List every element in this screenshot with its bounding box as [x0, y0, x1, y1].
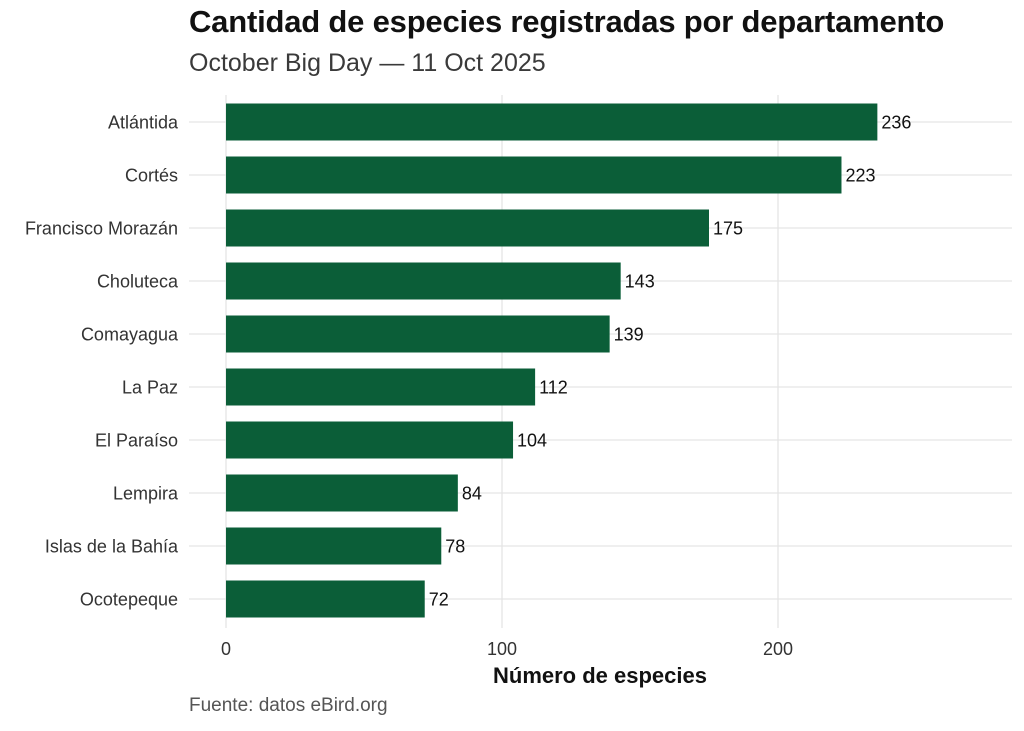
data-label: 78 — [445, 537, 465, 557]
bar — [226, 209, 709, 247]
category-label: La Paz — [122, 378, 178, 398]
chart-caption: Fuente: datos eBird.org — [189, 695, 388, 716]
category-label: Cortés — [125, 166, 178, 186]
bars — [226, 103, 878, 618]
category-label: Choluteca — [97, 272, 179, 292]
data-label: 112 — [539, 378, 568, 398]
x-tick-label: 200 — [763, 639, 793, 659]
chart-subtitle: October Big Day — 11 Oct 2025 — [189, 49, 546, 77]
horizontal-gridlines — [189, 121, 1012, 600]
bar — [226, 368, 536, 406]
value-labels: 236 223 175 143 139 112 104 84 78 72 — [429, 113, 912, 610]
bar — [226, 315, 610, 353]
x-tick-label: 0 — [221, 639, 231, 659]
data-label: 139 — [614, 325, 644, 345]
category-label: Lempira — [113, 484, 179, 504]
category-label: Ocotepeque — [80, 590, 178, 610]
bar — [226, 421, 514, 459]
bar — [226, 474, 458, 512]
data-label: 143 — [625, 272, 655, 292]
bar — [226, 156, 842, 194]
bar — [226, 103, 878, 141]
data-label: 72 — [429, 590, 449, 610]
category-label: Islas de la Bahía — [45, 537, 179, 557]
category-label: Atlántida — [108, 113, 179, 133]
data-label: 175 — [713, 219, 743, 239]
x-tick-labels: 0 100 200 — [221, 639, 793, 659]
x-tick-label: 100 — [487, 639, 517, 659]
bar — [226, 527, 442, 565]
bar — [226, 262, 621, 300]
data-label: 223 — [845, 166, 875, 186]
category-label: Francisco Morazán — [25, 219, 178, 239]
x-axis-title: Número de especies — [493, 663, 707, 688]
chart-title: Cantidad de especies registradas por dep… — [189, 4, 945, 39]
data-label: 104 — [517, 431, 547, 451]
data-label: 84 — [462, 484, 482, 504]
category-labels: Atlántida Cortés Francisco Morazán Cholutec… — [25, 113, 179, 610]
data-label: 236 — [881, 113, 911, 133]
bar — [226, 580, 425, 618]
category-label: Comayagua — [81, 325, 179, 345]
category-label: El Paraíso — [95, 431, 178, 451]
